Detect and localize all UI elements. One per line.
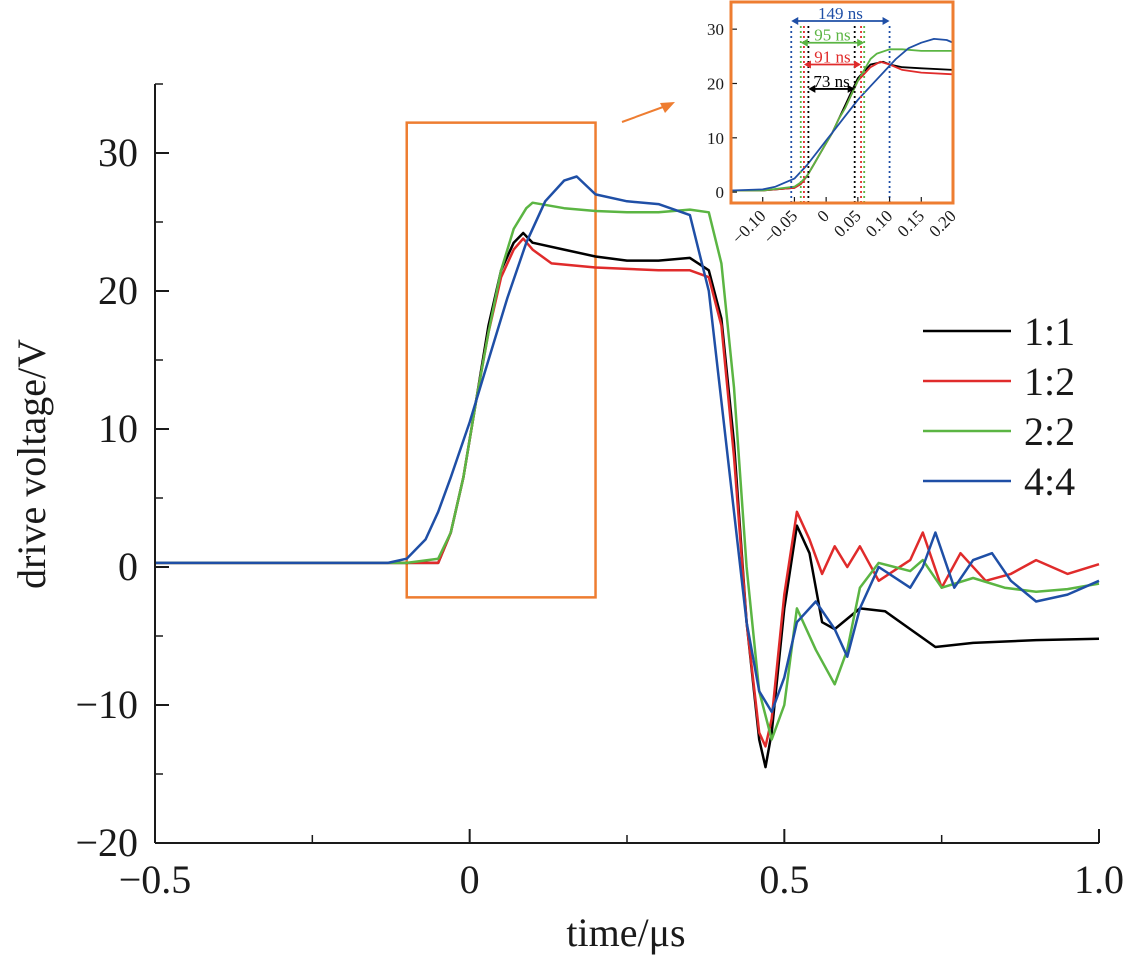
inset-x-tick-label: 0: [814, 206, 833, 225]
x-tick-label: −0.5: [119, 857, 192, 902]
arrowhead: [800, 38, 808, 47]
legend-label: 4:4: [1024, 459, 1075, 504]
inset-y-tick-label: 0: [716, 183, 725, 202]
y-axis-title: drive voltage/V: [9, 339, 54, 589]
duration-annotation: 91 ns: [803, 47, 862, 69]
inset-y-tick-label: 30: [707, 20, 724, 39]
series-line-3: [155, 201, 1100, 741]
duration-annotation: 149 ns: [791, 4, 890, 26]
inset-series-lines: [730, 38, 954, 192]
main-plot: −0.5 0 0.5 1.0 −20 −10 0 10 20 30 time/μs drive v…: [9, 83, 1124, 955]
duration-label: 95 ns: [814, 26, 850, 45]
zoom-rectangle: [405, 121, 597, 599]
duration-label: 149 ns: [818, 4, 863, 23]
inset-series-line-3: [731, 48, 953, 192]
arrowhead: [847, 84, 855, 93]
inset-x-tick-label: −0.10: [728, 206, 769, 247]
legend-item: 2:2: [923, 409, 1075, 454]
series-line-4: [155, 175, 1100, 714]
inset-series-line-4: [730, 38, 954, 192]
legend-item: 4:4: [923, 459, 1075, 504]
inset-annotations: 149 ns 95 ns 91 ns 73 ns: [791, 4, 890, 93]
arrowhead: [854, 60, 862, 69]
duration-annotation: 73 ns: [808, 72, 855, 93]
series-line-2: [155, 237, 1100, 748]
inset-frame: [729, 0, 955, 205]
x-tick-label: 0: [460, 857, 480, 902]
y-tick-label: −10: [75, 682, 138, 727]
arrowhead: [857, 38, 865, 47]
arrowhead: [882, 17, 890, 26]
y-tick-label: 30: [98, 130, 138, 175]
y-tick-label: 10: [98, 406, 138, 451]
duration-annotation: 95 ns: [800, 26, 865, 47]
x-tick-label: 1.0: [1074, 857, 1124, 902]
legend-item: 1:1: [923, 309, 1075, 354]
y-tick-label: 0: [118, 544, 138, 589]
y-tick-label: −20: [75, 820, 138, 865]
series-line-1: [155, 231, 1100, 769]
x-axis-title: time/μs: [566, 910, 685, 955]
y-tick-label: 20: [98, 268, 138, 313]
inset-x-tick-label: 0.05: [830, 206, 864, 240]
legend-label: 1:2: [1024, 359, 1075, 404]
arrowhead: [791, 17, 799, 26]
inset-plot: 149 ns 95 ns 91 ns 73 ns 0 10 20 30 −0.10−0.05 0…: [707, 0, 960, 248]
arrowhead: [808, 84, 816, 93]
zoom-pointer-arrow: [621, 102, 675, 123]
duration-label: 91 ns: [814, 47, 850, 66]
main-series-lines: [155, 175, 1100, 769]
legend-label: 1:1: [1024, 309, 1075, 354]
inset-y-tick-label: 10: [707, 129, 724, 148]
legend: 1:1 1:2 2:2 4:4: [923, 309, 1075, 504]
inset-y-tick-label: 20: [707, 74, 724, 93]
inset-x-tick-label: 0.10: [862, 206, 896, 240]
inset-x-tick-label: 0.15: [894, 206, 928, 240]
inset-x-tick-label: −0.05: [760, 206, 801, 247]
zoom-region-box: [405, 121, 597, 599]
legend-label: 2:2: [1024, 409, 1075, 454]
main-axes: −0.5 0 0.5 1.0 −20 −10 0 10 20 30: [75, 83, 1124, 902]
arrowhead: [803, 60, 811, 69]
duration-label: 73 ns: [813, 72, 849, 91]
inset-x-tick-label: 0.20: [925, 206, 959, 240]
x-tick-label: 0.5: [759, 857, 809, 902]
legend-item: 1:2: [923, 359, 1075, 404]
